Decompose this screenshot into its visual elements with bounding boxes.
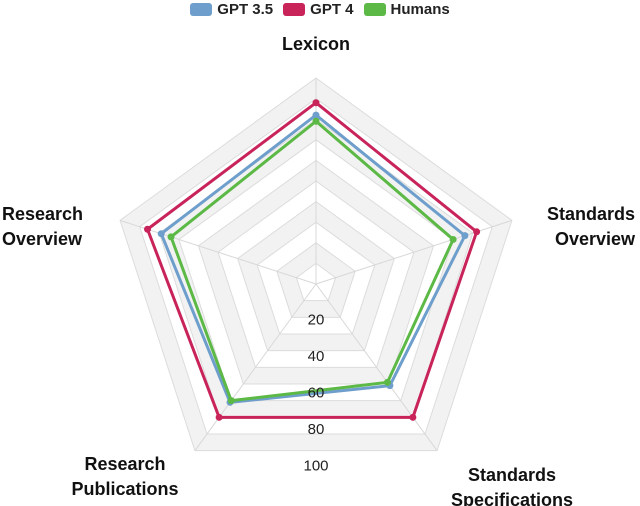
series-point-1[interactable] [144, 225, 152, 233]
category-label: Standards [547, 204, 635, 224]
category-label: Research [2, 204, 83, 224]
grid-spoke [315, 283, 438, 451]
series-point-0[interactable] [461, 232, 469, 240]
series-point-2[interactable] [312, 117, 320, 125]
tick-label: 20 [308, 311, 325, 328]
radar-grid [119, 77, 513, 452]
category-label: Overview [555, 229, 636, 249]
category-label: Publications [71, 479, 178, 499]
category-label: Lexicon [282, 34, 350, 54]
radar-series [144, 99, 481, 421]
legend-swatch-gpt35 [190, 2, 213, 16]
series-line-2 [169, 119, 455, 403]
series-line-1 [146, 101, 479, 419]
legend-swatch-humans [363, 2, 386, 16]
category-label: Standards [468, 465, 556, 485]
category-label: Specifications [451, 490, 573, 506]
series-point-1[interactable] [312, 99, 320, 107]
series-point-2[interactable] [167, 233, 175, 241]
category-label: Research [84, 454, 165, 474]
grid-spoke [119, 219, 317, 285]
series-line-0 [159, 113, 467, 404]
legend-item-gpt4[interactable]: GPT 4 [283, 0, 354, 18]
grid-spoke [194, 283, 317, 451]
series-point-1[interactable] [409, 413, 417, 421]
radar-labels: 20 40 60 80 100 Lexicon Standards Overview Stand… [2, 34, 636, 506]
tick-label: 60 [308, 384, 325, 401]
series-point-2[interactable] [227, 397, 235, 405]
tick-label: 80 [308, 421, 325, 438]
series-point-2[interactable] [383, 378, 391, 386]
legend-label-humans: Humans [390, 0, 450, 18]
legend-item-gpt35[interactable]: GPT 3.5 [190, 1, 273, 18]
legend-item-humans[interactable]: Humans [363, 0, 450, 18]
series-point-2[interactable] [449, 235, 457, 243]
tick-label: 40 [308, 348, 325, 365]
legend-swatch-gpt4 [283, 2, 306, 16]
legend-label-gpt35: GPT 3.5 [217, 0, 274, 18]
legend: GPT 3.5 GPT 4 Humans [0, 0, 640, 18]
series-point-0[interactable] [157, 230, 165, 238]
tick-label: 100 [303, 457, 328, 474]
series-point-0[interactable] [312, 111, 320, 119]
series-point-1[interactable] [473, 228, 481, 236]
category-label: Overview [2, 229, 83, 249]
legend-label-gpt4: GPT 4 [310, 0, 354, 18]
series-point-1[interactable] [215, 413, 223, 421]
